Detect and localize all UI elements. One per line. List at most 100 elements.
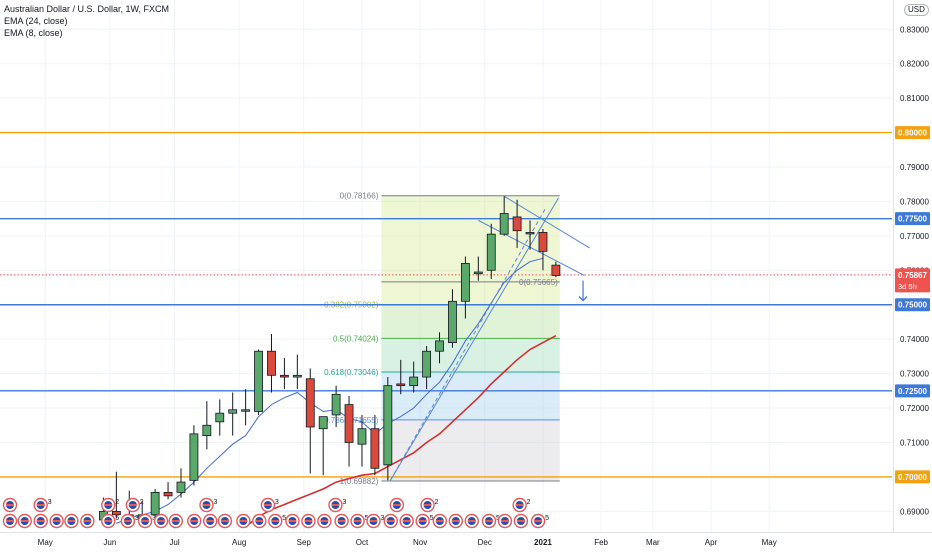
flag-icon-stripe [515,504,524,506]
flag-icon-stripe [534,520,543,522]
event-bottom[interactable]: 3 [137,513,157,529]
candle-up [422,346,432,390]
event-bottom[interactable] [64,513,79,529]
event-bottom[interactable] [2,513,18,529]
candle-body [383,385,393,466]
event-bottom[interactable]: 5 [268,513,287,529]
event-top[interactable]: 2 [101,497,120,513]
event-top[interactable]: 3 [328,497,347,513]
ema-24-label[interactable]: EMA (24, close) [4,16,68,26]
flag-icon-stripe [123,520,132,522]
event-bottom[interactable] [187,513,202,529]
event-bottom[interactable] [236,513,251,529]
candle-body [460,263,470,302]
event-top[interactable] [2,497,18,513]
event-bottom[interactable] [33,513,48,529]
event-top[interactable]: 2 [125,497,144,513]
event-bottom[interactable] [448,513,464,529]
candle-up [499,196,509,236]
candle-body [525,232,535,235]
ema-8-label[interactable]: EMA (8, close) [4,28,63,38]
fib-zone [381,304,560,339]
time-tick-label: 2021 [534,538,552,547]
price-tick-label: 0.81000 [900,94,929,103]
current-price-tag[interactable] [895,268,930,293]
horizontal-levels[interactable] [0,131,892,478]
event-bottom[interactable] [317,513,332,529]
event-bottom[interactable] [301,513,316,529]
time-tick-label: Sep [297,538,312,547]
level-price-tag[interactable] [895,126,930,140]
candle-body [473,271,483,275]
event-count: 3 [275,499,279,506]
event-bottom[interactable] [334,513,349,529]
event-bottom[interactable] [399,513,414,529]
candle-up [409,361,419,393]
event-bottom[interactable] [80,513,95,529]
event-bottom[interactable]: 5 [530,513,550,529]
event-count: 3 [381,515,385,522]
candle-down [538,228,548,271]
event-bottom[interactable] [432,513,448,529]
event-bottom[interactable] [153,513,169,529]
candle-up [228,392,238,436]
time-axis[interactable]: May Jun Jul Aug Sep Oct Nov Dec 2021 Feb Mar Apr May [38,538,777,547]
event-top[interactable]: 3 [260,497,279,513]
flag-icon-stripe [6,504,14,506]
trendline[interactable] [478,219,585,276]
event-top[interactable]: 2 [512,497,531,513]
event-bottom[interactable] [252,513,267,529]
event-top[interactable]: 3 [199,497,218,513]
event-bottom[interactable] [17,513,32,529]
candle-body [486,233,496,271]
candle-down [512,199,522,248]
candle-body [512,216,522,232]
flag-icon-stripe [52,520,61,522]
event-bottom[interactable] [202,513,218,529]
trendline[interactable] [389,208,546,481]
level-price-tag[interactable] [895,212,930,226]
current-price-label: 0.75867 [898,271,927,280]
event-bottom[interactable] [168,513,183,529]
level-price-tag[interactable] [895,470,930,484]
time-tick-label: Apr [705,538,718,547]
event-bottom[interactable] [464,513,479,529]
event-bottom[interactable]: 5 [350,513,369,529]
fibonacci-retracement[interactable]: 0(0.78166)0(0.75665)0.382(0.75002)0.5(0.… [324,192,560,486]
event-bottom[interactable] [513,513,529,529]
flag-icon-stripe [392,504,401,506]
currency-badge[interactable]: USD [904,4,929,16]
flag-icon-stripe [304,520,313,522]
level-price-tag-label: 0.72500 [898,387,927,396]
event-bottom[interactable] [497,513,513,529]
event-bottom[interactable] [217,513,233,529]
price-axis[interactable]: 0.83000 0.82000 0.81000 0.80000 0.79000 0.780… [895,25,930,516]
event-bottom[interactable] [285,513,300,529]
candle-up [460,256,470,319]
event-bottom[interactable]: 3 [120,513,139,529]
level-price-tag[interactable] [895,384,930,398]
flag-icon-stripe [128,504,137,506]
event-bottom[interactable]: 3 [366,513,385,529]
event-top[interactable]: 3 [33,497,52,513]
time-tick-label: Dec [478,538,492,547]
level-price-tag[interactable] [895,298,930,312]
event-bottom[interactable]: 5 [101,513,120,529]
event-bottom[interactable] [49,513,64,529]
candle-down [163,482,173,500]
flag-icon-stripe [141,520,150,522]
fib-level-label: 0.5(0.74024) [333,334,379,343]
time-tick-label: Oct [356,538,369,547]
event-bottom[interactable] [383,513,398,529]
trendline[interactable] [503,195,590,249]
time-tick-label: Jul [169,538,179,547]
event-bottom[interactable]: 5 [415,513,434,529]
event-bottom[interactable]: 5 [481,513,500,529]
event-top[interactable] [389,497,405,513]
event-top[interactable]: 2 [420,497,439,513]
economic-events[interactable]: 3 2 2 3 3 3 2 2 5 3 3 5 5 3 5 5 5 [2,497,550,529]
candle-body [344,404,354,443]
time-tick-label: Mar [646,538,660,547]
candle-body [551,264,561,276]
